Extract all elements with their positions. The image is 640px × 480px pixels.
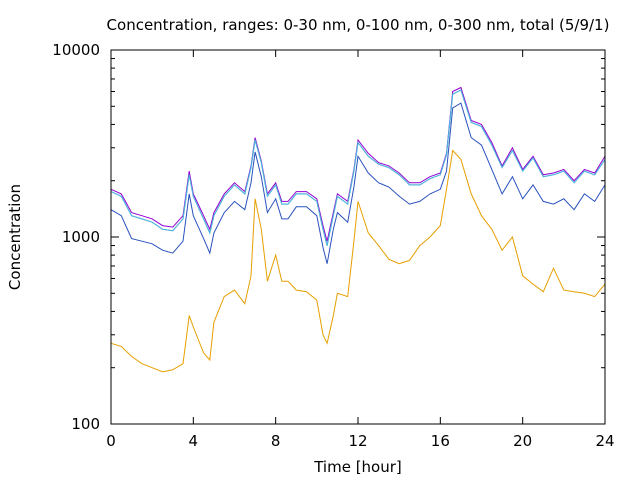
plot-series-group	[110, 86, 606, 373]
y-tick-label: 10000	[52, 41, 100, 59]
y-axis-ticks: 100 1000 10000	[52, 41, 605, 433]
series-line-1	[110, 86, 606, 242]
y-tick-label: 100	[71, 415, 100, 433]
x-tick-label: 24	[595, 432, 614, 450]
series-line-5	[110, 149, 606, 373]
series-line-4	[110, 102, 606, 264]
x-tick-label: 16	[431, 432, 450, 450]
y-axis-label: Concentration	[6, 184, 24, 290]
x-tick-label: 20	[513, 432, 532, 450]
x-tick-label: 0	[106, 432, 116, 450]
y-tick-label: 1000	[62, 228, 100, 246]
x-axis-ticks: 0 4 8 12 16 20 24	[106, 50, 615, 450]
x-axis-label: Time [hour]	[313, 458, 402, 476]
x-tick-label: 12	[348, 432, 367, 450]
plot-frame	[110, 49, 606, 425]
chart-title: Concentration, ranges: 0-30 nm, 0-100 nm…	[107, 16, 610, 34]
x-tick-label: 4	[189, 432, 199, 450]
series-line-3	[110, 89, 606, 246]
x-tick-label: 8	[271, 432, 281, 450]
